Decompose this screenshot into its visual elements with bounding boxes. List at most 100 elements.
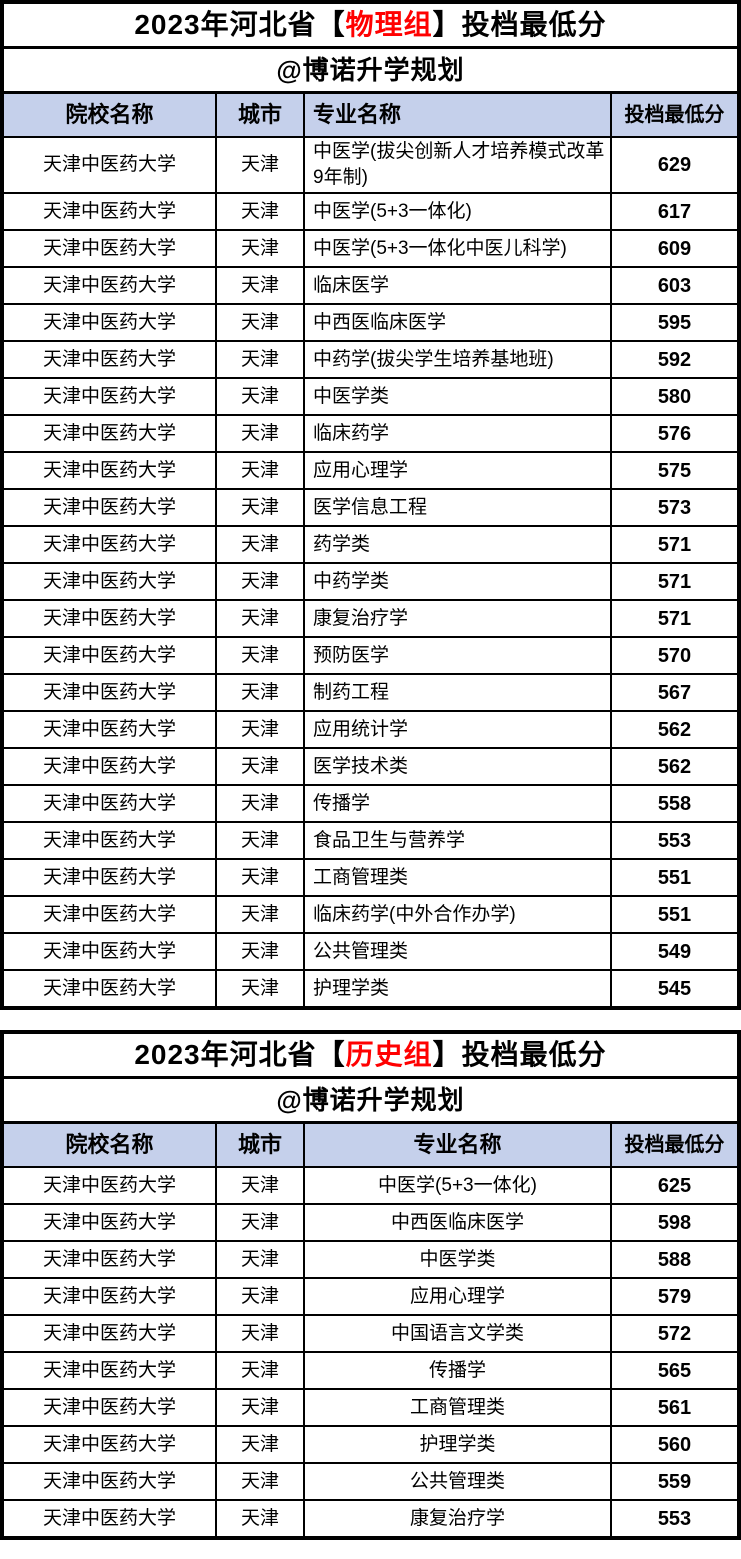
title-suffix: 投档最低分: [461, 9, 607, 40]
cell-city: 天津: [215, 675, 303, 710]
cell-school: 天津中医药大学: [42, 1174, 176, 1196]
cell-major: 应用统计学: [303, 712, 610, 747]
title-suffix: 投档最低分: [461, 1039, 607, 1070]
cell-city: 天津: [215, 490, 303, 525]
table-row: 天津中医药大学 天津 中医学(拔尖创新人才培养模式改革9年制) 629: [4, 138, 737, 194]
cell-city: 天津: [215, 1390, 303, 1425]
cell-major: 中医学(拔尖创新人才培养模式改革9年制): [303, 138, 610, 192]
cell-score: 560: [610, 1427, 737, 1462]
cell-school: 天津中医药大学: [42, 1359, 176, 1381]
cell-school: 天津中医药大学: [42, 200, 176, 222]
title-prefix: 2023年河北省: [134, 1039, 317, 1070]
cell-score: 573: [610, 490, 737, 525]
title-group-history: 历史组: [345, 1039, 433, 1070]
cell-major: 药学类: [303, 527, 610, 562]
col-header-major: 专业名称: [303, 1124, 610, 1166]
table-row: 天津中医药大学 天津 中医学类 580: [4, 379, 737, 416]
cell-major: 临床药学(中外合作办学): [303, 897, 610, 932]
cell-major: 工商管理类: [303, 1390, 610, 1425]
cell-school: 天津中医药大学: [42, 1285, 176, 1307]
cell-score: 562: [610, 712, 737, 747]
cell-school: 天津中医药大学: [42, 1396, 176, 1418]
table-row: 天津中医药大学 天津 中西医临床医学 595: [4, 305, 737, 342]
table-row: 天津中医药大学 天津 食品卫生与营养学 553: [4, 823, 737, 860]
cell-major: 中医学(5+3一体化中医儿科学): [303, 231, 610, 266]
table-row: 天津中医药大学 天津 医学信息工程 573: [4, 490, 737, 527]
cell-school: 天津中医药大学: [42, 533, 176, 555]
cell-school: 天津中医药大学: [42, 1470, 176, 1492]
bracket-close: 】: [432, 1039, 462, 1070]
cell-school: 天津中医药大学: [42, 718, 176, 740]
cell-city: 天津: [215, 1168, 303, 1203]
table-row: 天津中医药大学 天津 中国语言文学类 572: [4, 1316, 737, 1353]
cell-school: 天津中医药大学: [42, 348, 176, 370]
cell-city: 天津: [215, 1501, 303, 1536]
table-row: 天津中医药大学 天津 中药学类 571: [4, 564, 737, 601]
cell-school: 天津中医药大学: [42, 1211, 176, 1233]
cell-school: 天津中医药大学: [42, 311, 176, 333]
watermark-subtitle: @博诺升学规划: [4, 49, 737, 94]
cell-city: 天津: [215, 138, 303, 192]
cell-score: 559: [610, 1464, 737, 1499]
cell-major: 中医学(5+3一体化): [303, 194, 610, 229]
cell-major: 中西医临床医学: [303, 1205, 610, 1240]
cell-school: 天津中医药大学: [42, 607, 176, 629]
cell-score: 571: [610, 564, 737, 599]
cell-school: 天津中医药大学: [42, 755, 176, 777]
cell-major: 康复治疗学: [303, 601, 610, 636]
cell-city: 天津: [215, 1464, 303, 1499]
cell-major: 应用心理学: [303, 453, 610, 488]
cell-score: 553: [610, 823, 737, 858]
cell-major: 中医学(5+3一体化): [303, 1168, 610, 1203]
bracket-close: 】: [432, 9, 462, 40]
cell-major: 中药学类: [303, 564, 610, 599]
cell-score: 571: [610, 527, 737, 562]
cell-score: 562: [610, 749, 737, 784]
cell-school: 天津中医药大学: [42, 422, 176, 444]
col-header-institution: 院校名称: [65, 102, 154, 127]
cell-score: 576: [610, 416, 737, 451]
col-header-city: 城市: [215, 1124, 303, 1166]
col-header-major: 专业名称: [303, 94, 610, 136]
cell-major: 护理学类: [303, 971, 610, 1006]
col-header-institution: 院校名称: [65, 1132, 154, 1157]
cell-city: 天津: [215, 1242, 303, 1277]
cell-city: 天津: [215, 564, 303, 599]
table-row: 天津中医药大学 天津 公共管理类 549: [4, 934, 737, 971]
cell-score: 579: [610, 1279, 737, 1314]
cell-city: 天津: [215, 1427, 303, 1462]
cell-major: 康复治疗学: [303, 1501, 610, 1536]
table-row: 天津中医药大学 天津 传播学 558: [4, 786, 737, 823]
col-header-min-score: 投档最低分: [610, 94, 737, 136]
cell-major: 制药工程: [303, 675, 610, 710]
cell-score: 549: [610, 934, 737, 969]
cell-city: 天津: [215, 934, 303, 969]
cell-city: 天津: [215, 527, 303, 562]
table-title-physics: 2023年河北省【物理组】投档最低分: [4, 4, 737, 49]
cell-city: 天津: [215, 638, 303, 673]
cell-score: 571: [610, 601, 737, 636]
cell-school: 天津中医药大学: [42, 1322, 176, 1344]
table-row: 天津中医药大学 天津 制药工程 567: [4, 675, 737, 712]
cell-school: 天津中医药大学: [42, 1248, 176, 1270]
table-row: 天津中医药大学 天津 应用心理学 575: [4, 453, 737, 490]
table-row: 天津中医药大学 天津 工商管理类 551: [4, 860, 737, 897]
table-body-physics: 天津中医药大学 天津 中医学(拔尖创新人才培养模式改革9年制) 629 天津中医药大学天…: [4, 138, 737, 1006]
table-row: 天津中医药大学 天津 康复治疗学 553: [4, 1501, 737, 1536]
cell-city: 天津: [215, 601, 303, 636]
cell-city: 天津: [215, 823, 303, 858]
table-row: 天津中医药大学 天津 临床药学 576: [4, 416, 737, 453]
cell-major: 公共管理类: [303, 934, 610, 969]
cell-school: 天津中医药大学: [42, 644, 176, 666]
cell-major: 中医学类: [303, 379, 610, 414]
cell-score: 561: [610, 1390, 737, 1425]
cell-city: 天津: [215, 231, 303, 266]
table-header-row: 院校名称 城市 专业名称 投档最低分: [4, 1124, 737, 1168]
col-header-min-score: 投档最低分: [610, 1124, 737, 1166]
cell-city: 天津: [215, 379, 303, 414]
cell-city: 天津: [215, 712, 303, 747]
cell-score: 551: [610, 860, 737, 895]
cell-major: 临床医学: [303, 268, 610, 303]
cell-score: 629: [610, 138, 737, 192]
